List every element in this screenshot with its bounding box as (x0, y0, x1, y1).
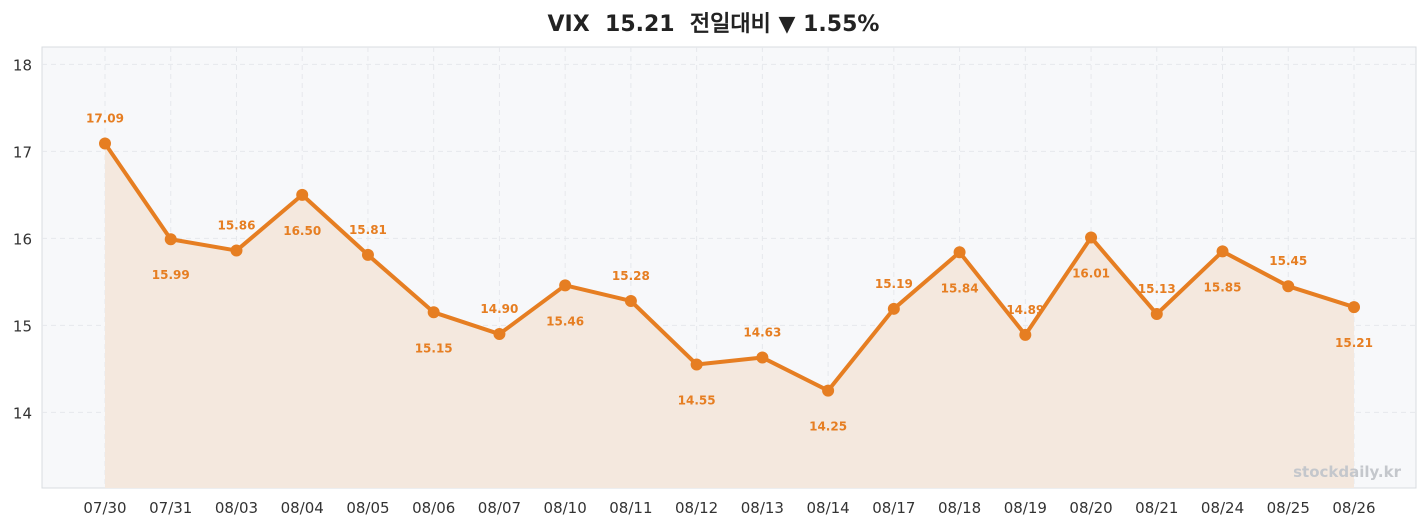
data-label: 15.84 (941, 281, 979, 295)
data-point (493, 328, 506, 341)
data-label: 14.89 (1006, 303, 1044, 317)
data-points (99, 137, 1360, 397)
data-label: 16.01 (1072, 266, 1110, 280)
x-tick-label: 08/20 (1069, 499, 1112, 517)
data-label: 15.85 (1204, 280, 1242, 294)
x-tick-label: 08/21 (1135, 499, 1178, 517)
data-point (1150, 308, 1163, 321)
data-label: 15.86 (217, 219, 255, 233)
x-tick-label: 08/26 (1332, 499, 1375, 517)
chart-title: VIX 15.21 전일대비 ▼ 1.55% (547, 12, 880, 37)
data-label: 15.45 (1269, 254, 1307, 268)
x-tick-label: 08/25 (1267, 499, 1310, 517)
data-point (690, 358, 703, 371)
y-tick-label: 16 (13, 230, 32, 248)
x-tick-label: 08/14 (806, 499, 849, 517)
data-point (559, 279, 572, 292)
area-fill (105, 143, 1354, 489)
data-label: 14.55 (678, 393, 716, 407)
y-tick-label: 14 (13, 404, 32, 422)
data-label: 15.15 (415, 341, 453, 355)
data-label: 17.09 (86, 112, 124, 126)
x-tick-label: 08/03 (215, 499, 258, 517)
data-label: 15.21 (1335, 336, 1373, 350)
y-axis-ticks: 14 15 16 17 18 (13, 56, 32, 422)
data-point (1282, 280, 1295, 293)
x-tick-label: 07/31 (149, 499, 192, 517)
x-tick-label: 08/10 (544, 499, 587, 517)
x-tick-label: 08/13 (741, 499, 784, 517)
x-tick-label: 08/11 (609, 499, 652, 517)
y-tick-label: 18 (13, 56, 32, 74)
y-tick-label: 15 (13, 317, 32, 335)
data-label: 15.46 (546, 314, 584, 328)
x-tick-label: 08/05 (346, 499, 389, 517)
x-tick-label: 08/24 (1201, 499, 1244, 517)
x-tick-label: 08/07 (478, 499, 521, 517)
data-point (953, 246, 966, 259)
x-tick-label: 07/30 (83, 499, 126, 517)
x-tick-label: 08/12 (675, 499, 718, 517)
data-point (1085, 231, 1098, 244)
data-point (822, 384, 835, 397)
data-point (756, 351, 769, 364)
x-tick-label: 08/04 (281, 499, 324, 517)
data-point (1216, 245, 1229, 258)
data-label: 15.19 (875, 277, 913, 291)
data-point (887, 302, 900, 315)
data-label: 14.63 (743, 326, 781, 340)
data-point (99, 137, 111, 150)
data-point (296, 188, 309, 201)
data-point (164, 233, 177, 246)
data-point (1348, 301, 1360, 314)
y-tick-label: 17 (13, 143, 32, 161)
data-point (427, 306, 440, 319)
data-label: 15.13 (1138, 282, 1176, 296)
data-label: 15.81 (349, 223, 387, 237)
data-point (624, 294, 637, 307)
data-labels: 17.09 15.99 15.86 16.50 15.81 15.15 14.90 15.46… (86, 112, 1373, 434)
x-tick-label: 08/06 (412, 499, 455, 517)
series-line (103, 142, 1355, 393)
watermark: stockdaily.kr (1293, 463, 1401, 481)
data-label: 16.50 (283, 224, 321, 238)
data-label: 14.25 (809, 420, 847, 434)
data-label: 15.99 (152, 268, 190, 282)
data-label: 14.90 (480, 302, 518, 316)
data-point (230, 244, 243, 257)
data-label: 15.28 (612, 269, 650, 283)
data-point (1019, 328, 1032, 341)
x-tick-label: 08/18 (938, 499, 981, 517)
data-point (361, 248, 374, 261)
x-tick-label: 08/19 (1004, 499, 1047, 517)
x-axis-ticks: 07/30 07/31 08/03 08/04 08/05 08/06 08/07 08/10… (83, 499, 1375, 517)
x-tick-label: 08/17 (872, 499, 915, 517)
